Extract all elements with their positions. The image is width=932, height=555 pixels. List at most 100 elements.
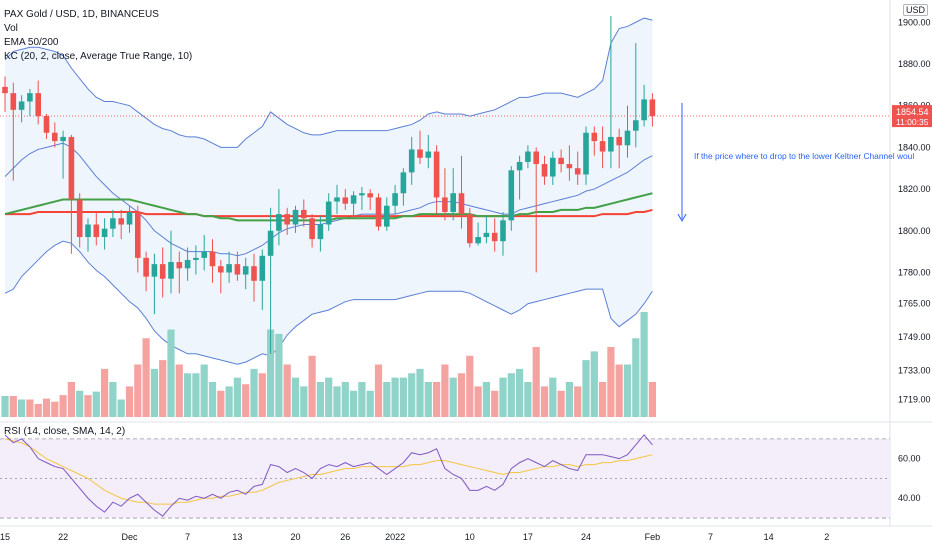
candle-body [259,255,266,281]
candle [550,151,556,185]
volume-bar [433,382,441,417]
volume-bar [632,338,640,417]
candle-body [151,264,158,277]
candle [467,207,473,248]
volume-bar [109,382,117,417]
volume-bar [192,373,200,417]
candle [384,197,390,231]
symbol-title[interactable]: PAX Gold / USD, 1D, BINANCEUS [4,9,159,20]
candle [43,114,50,140]
candle-body [60,136,66,142]
candle [591,126,598,156]
volume-bar [242,384,250,417]
candle [608,16,614,169]
price-tick-label: 1820.00 [898,184,931,194]
time-tick-label: 2 [824,532,829,542]
ema-label[interactable]: EMA 50/200 [4,37,59,48]
candle [649,93,656,127]
candle-body [574,168,581,175]
candle-body [10,93,17,110]
candle-body [550,157,556,177]
candle [176,251,183,294]
volume-bar [408,373,416,417]
candles-layer [2,16,656,354]
rsi-line [4,434,653,517]
candle [325,193,332,231]
volume-bar [507,373,515,417]
volume-bar [590,351,598,417]
candle-body [184,259,191,269]
candle [616,128,622,169]
candle [60,130,66,179]
candle-body [76,199,83,238]
candle-body [35,93,41,117]
candle [184,247,191,281]
candle [508,166,515,231]
volume-bar [1,396,9,417]
candle [375,193,382,231]
candle [342,189,349,210]
volume-bar [18,399,26,417]
candle [168,230,174,294]
candle [234,251,241,281]
candle-body [267,230,274,256]
volume-bar [540,386,549,417]
candle-body [201,251,207,258]
volume-bar [441,364,449,417]
candle [417,130,423,165]
currency-badge[interactable]: USD [903,4,929,16]
candle [425,134,432,169]
time-tick-label: 17 [523,532,533,542]
volume-bar [291,377,300,417]
volume-bar [117,399,125,417]
last-price-countdown: 11:00:35 [896,117,929,127]
price-tick-label: 1733.00 [898,365,931,375]
time-tick-label: 10 [465,532,475,542]
candle-body [52,132,58,142]
candle [641,84,647,127]
candle-body [342,197,349,204]
price-tick-label: 1840.00 [898,142,931,152]
volume-bar [499,377,507,417]
candle [491,218,498,252]
volume-bar [200,364,208,417]
candle-body [85,224,91,238]
candle-body [633,120,639,131]
candle-body [110,218,116,229]
candle [251,253,257,302]
axis-layer: 1900.001880.001860.001840.001820.001800.… [0,17,932,542]
candle [2,76,8,112]
candle-body [599,141,606,152]
volume-bar [283,364,291,417]
candle [433,145,440,215]
candle [533,147,539,273]
volume-bar [615,364,623,417]
candle-body [325,201,332,225]
kc-label[interactable]: KC (20, 2, close, Average True Range, 10… [4,51,193,62]
candle [334,184,340,215]
volume-bar [457,373,466,417]
candle-body [209,251,216,267]
price-tick-label: 1749.00 [898,332,931,342]
candle [110,209,116,238]
candle [68,134,75,254]
candle [475,222,481,246]
candle [209,239,216,283]
volume-bar [333,386,341,417]
candle-body [591,132,598,142]
candle [317,216,324,252]
candle-body [375,197,382,227]
candle-body [367,193,373,198]
rsi-title[interactable]: RSI (14, close, SMA, 14, 2) [4,426,126,437]
candle-body [408,149,415,173]
candle-body [168,262,174,279]
candle-body [558,157,564,165]
vol-label[interactable]: Vol [4,23,18,34]
candle [242,257,249,290]
time-tick-label: 22 [58,532,68,542]
volume-bar [383,382,391,417]
volume-bar [51,401,59,417]
volume-bar [34,403,42,417]
